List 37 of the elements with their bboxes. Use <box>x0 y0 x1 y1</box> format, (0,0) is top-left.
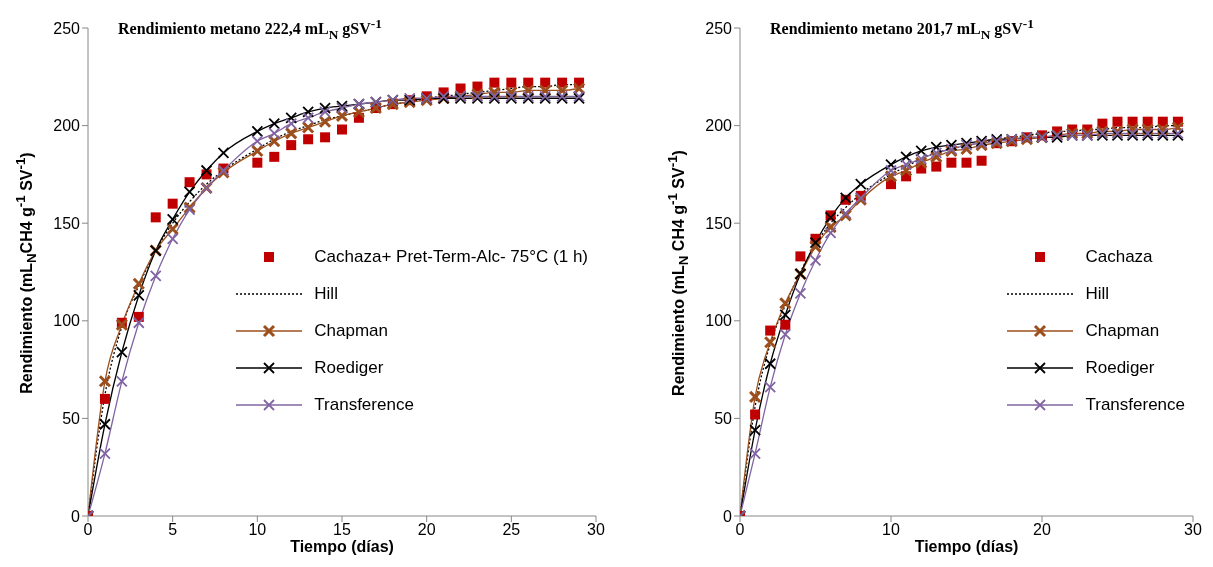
x-tick-label: 30 <box>1184 521 1202 539</box>
y-tick-label: 50 <box>62 410 81 428</box>
x-tick-label: 15 <box>333 521 351 539</box>
legend-label: Chapman <box>1085 320 1160 341</box>
y-tick-label: 0 <box>723 507 733 525</box>
legend-label: Transference <box>1085 394 1185 415</box>
y-tick-label: 100 <box>53 312 81 330</box>
y-tick-label: 200 <box>705 117 733 135</box>
chart-title: Rendimiento metano 222,4 mL$_{N}$ gSV$^{-1}$ <box>118 16 382 43</box>
y-tick-label: 150 <box>53 214 81 232</box>
y-tick-label: 200 <box>53 117 81 135</box>
legend-label: Roediger <box>314 357 384 378</box>
x-axis-title: Tiempo (días) <box>913 538 1020 556</box>
y-tick-label: 250 <box>53 19 81 37</box>
legend-label: Roediger <box>1085 357 1155 378</box>
legend-label: Hill <box>314 283 338 304</box>
legend-label: Cachaza+ Pret-Term-Alc- 75°C (1 h) <box>314 246 588 267</box>
x-tick-label: 25 <box>502 521 521 539</box>
y-tick-label: 100 <box>705 312 733 330</box>
x-axis-title: Tiempo (días) <box>289 538 395 556</box>
legend-label: Hill <box>1085 283 1110 304</box>
legend-label: Cachaza <box>1085 246 1153 267</box>
legend-label: Transference <box>314 394 414 415</box>
x-tick-label: 10 <box>248 521 267 539</box>
legend-label: Chapman <box>314 320 389 341</box>
y-tick-label: 50 <box>714 410 733 428</box>
x-tick-label: 20 <box>417 521 436 539</box>
y-tick-label: 0 <box>71 507 81 525</box>
x-tick-label: 30 <box>587 521 605 539</box>
chart-title: Rendimiento metano 201,7 mL$_{N}$ gSV$^{-1}$ <box>770 16 1034 43</box>
x-tick-label: 10 <box>882 521 900 539</box>
x-tick-label: 20 <box>1033 521 1051 539</box>
y-tick-label: 250 <box>705 19 733 37</box>
y-tick-label: 150 <box>705 214 733 232</box>
x-tick-label: 0 <box>83 521 93 539</box>
x-tick-label: 5 <box>168 521 178 539</box>
x-tick-label: 0 <box>735 521 745 539</box>
